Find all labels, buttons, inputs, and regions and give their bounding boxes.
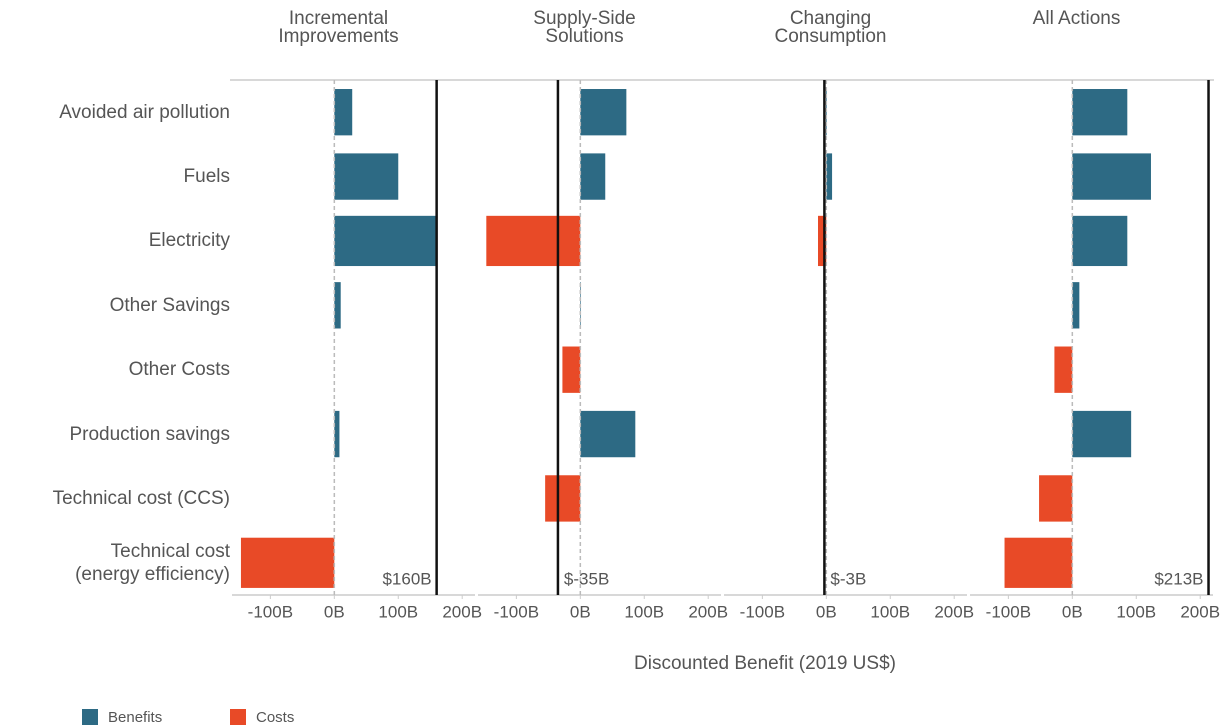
bar	[334, 282, 341, 329]
bar	[486, 215, 581, 267]
total-label: $-3B	[830, 569, 866, 588]
total-label: $-35B	[564, 569, 609, 588]
bar	[545, 475, 581, 522]
bar	[580, 153, 606, 200]
x-tick-label: 200B	[934, 602, 974, 621]
x-tick-label: 0B	[570, 602, 591, 621]
legend-label: Benefits	[108, 709, 162, 725]
bar	[334, 89, 353, 136]
bar	[562, 346, 581, 393]
panel-title: All Actions	[1032, 8, 1121, 29]
bar	[1004, 537, 1073, 588]
category-label: Electricity	[148, 230, 230, 252]
x-tick-label: 200B	[442, 602, 482, 621]
category-label: Technical cost (CCS)	[52, 487, 230, 509]
bar	[826, 89, 827, 136]
total-label: $213B	[1154, 569, 1203, 588]
bar	[240, 537, 335, 588]
panel-title: Incremental Improvements	[278, 8, 399, 47]
x-tick-label: -100B	[740, 602, 785, 621]
bar	[1072, 153, 1151, 200]
x-tick-label: 0B	[324, 602, 345, 621]
panel-title: Changing Consumption	[774, 8, 887, 47]
x-tick-label: 100B	[870, 602, 910, 621]
legend-label: Costs	[256, 709, 294, 725]
bar	[580, 89, 627, 136]
category-label: Technical cost (energy efficiency)	[75, 540, 230, 585]
x-tick-label: 0B	[816, 602, 837, 621]
x-tick-label: 0B	[1062, 602, 1083, 621]
bar	[334, 153, 399, 200]
x-tick-label: 100B	[1116, 602, 1156, 621]
x-tick-label: 100B	[378, 602, 418, 621]
legend-swatch	[230, 709, 246, 725]
category-label: Other Costs	[128, 359, 230, 381]
bar	[1072, 282, 1080, 329]
bar	[1072, 89, 1128, 136]
bar	[1072, 215, 1128, 267]
bar	[334, 215, 437, 267]
x-tick-label: -100B	[494, 602, 539, 621]
panel-title: Supply-Side Solutions	[533, 8, 636, 47]
x-tick-label: -100B	[248, 602, 293, 621]
bar	[818, 215, 827, 267]
category-label: Avoided air pollution	[59, 101, 230, 123]
total-label: $160B	[382, 569, 431, 588]
bar	[580, 410, 636, 458]
bar	[1072, 410, 1132, 458]
x-tick-label: -100B	[986, 602, 1031, 621]
x-tick-label: 200B	[1180, 602, 1220, 621]
category-label: Fuels	[183, 166, 230, 188]
bar	[1054, 346, 1073, 393]
x-tick-label: 100B	[624, 602, 664, 621]
bar	[826, 153, 833, 200]
bar	[1039, 475, 1073, 522]
bar	[334, 410, 340, 458]
category-label: Other Savings	[109, 294, 230, 316]
legend-swatch	[82, 709, 98, 725]
x-tick-label: 200B	[688, 602, 728, 621]
category-label: Production savings	[69, 423, 230, 445]
x-axis-title: Discounted Benefit (2019 US$)	[634, 653, 896, 674]
